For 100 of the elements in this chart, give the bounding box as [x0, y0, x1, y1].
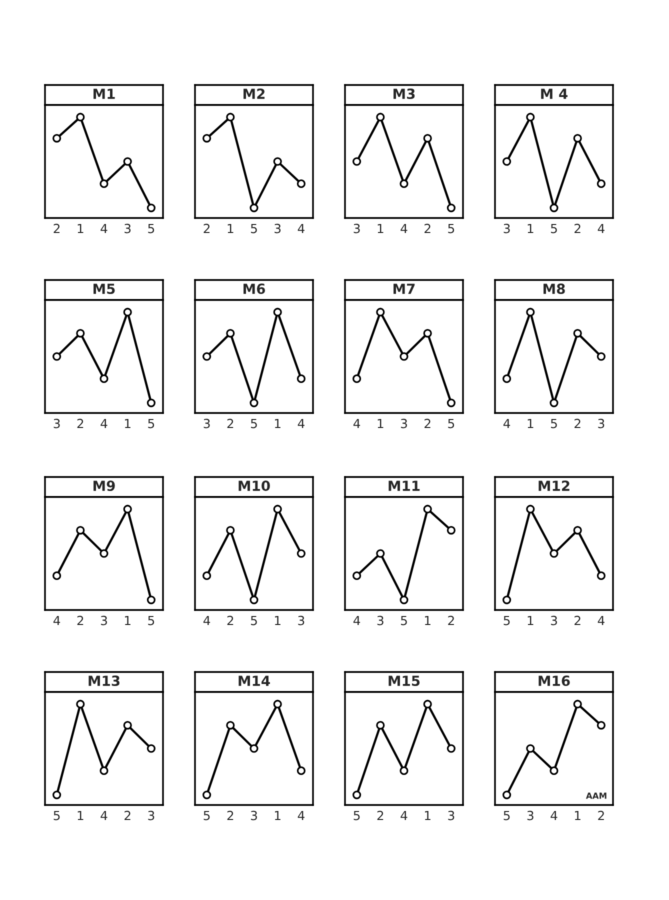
point [296, 549, 306, 558]
point [573, 700, 582, 708]
x-tick-label: 4 [400, 224, 408, 234]
chart-title: M5 [94, 284, 115, 294]
x-tick-label: 5 [250, 224, 257, 234]
x-tick-label: 1 [124, 616, 130, 626]
point [376, 549, 385, 558]
point [376, 308, 385, 316]
point [76, 526, 85, 535]
chart-title: M1 [94, 88, 115, 99]
point [423, 134, 432, 143]
point [202, 352, 212, 361]
chart-title: M9 [94, 480, 115, 492]
chart-title: M2 [244, 88, 265, 99]
x-tick-label: 4 [353, 616, 360, 626]
point [596, 352, 606, 361]
point [273, 700, 282, 708]
x-tick-label: 5 [148, 224, 154, 234]
point [573, 134, 582, 143]
point [352, 790, 362, 800]
point [202, 790, 212, 800]
point [296, 374, 306, 384]
x-tick-label: 4 [503, 418, 510, 428]
x-tick-label: 5 [550, 418, 557, 428]
point [550, 204, 558, 212]
chart-title: M 4 [541, 88, 568, 99]
point [446, 526, 456, 535]
point [52, 134, 62, 143]
chart-title: M12 [538, 480, 570, 491]
point [76, 112, 85, 122]
point [423, 504, 432, 514]
x-tick-label: 4 [53, 616, 60, 626]
x-tick-label: 5 [448, 418, 454, 428]
x-tick-label: 4 [400, 810, 408, 820]
x-tick-label: 5 [354, 810, 360, 820]
point [123, 308, 132, 316]
x-tick-label: 3 [54, 418, 60, 428]
point [100, 179, 108, 188]
point [526, 744, 535, 753]
x-tick-label: 2 [227, 616, 234, 626]
x-tick-label: 2 [424, 224, 430, 234]
point [146, 204, 156, 212]
point [352, 157, 362, 166]
chart-title: M14 [238, 676, 270, 686]
x-tick-label: 2 [77, 418, 84, 428]
point [52, 571, 62, 580]
point [202, 134, 212, 143]
x-tick-label: 4 [100, 810, 108, 820]
x-tick-label: 4 [100, 224, 108, 234]
x-tick-label: 3 [274, 224, 281, 234]
point [502, 790, 512, 800]
chart-title: M8 [544, 284, 565, 294]
point [250, 744, 258, 753]
point [352, 374, 362, 384]
x-tick-label: 5 [148, 616, 154, 626]
x-tick-label: 4 [298, 810, 304, 820]
point [123, 504, 132, 514]
point [400, 352, 408, 361]
x-tick-label: 3 [448, 810, 454, 820]
x-tick-label: 4 [203, 616, 210, 626]
x-tick-label: 1 [378, 224, 384, 234]
x-tick-label: 2 [77, 616, 84, 626]
point [400, 596, 408, 604]
point [502, 596, 512, 604]
point [550, 766, 558, 776]
point [376, 720, 385, 730]
point [400, 766, 408, 776]
x-tick-label: 3 [204, 418, 210, 428]
x-tick-label: 2 [574, 616, 580, 626]
point [550, 398, 558, 408]
point [526, 504, 535, 514]
point [550, 549, 558, 558]
point [226, 328, 235, 338]
x-tick-label: 3 [400, 418, 407, 428]
x-tick-label: 5 [550, 224, 557, 234]
x-tick-label: 1 [574, 810, 580, 820]
point [596, 720, 606, 730]
point [502, 374, 512, 384]
point [296, 766, 306, 776]
point [146, 398, 156, 408]
point [52, 352, 62, 361]
point [123, 720, 132, 730]
x-tick-label: 4 [100, 418, 108, 428]
x-tick-label: 3 [377, 616, 384, 626]
point [596, 179, 606, 188]
x-tick-label: 1 [528, 616, 534, 626]
x-tick-label: 3 [504, 224, 510, 234]
point [573, 526, 582, 535]
point [250, 204, 258, 212]
x-tick-label: 4 [598, 224, 604, 234]
point [446, 398, 456, 408]
x-tick-label: 3 [250, 810, 257, 820]
x-tick-label: 5 [250, 418, 257, 428]
point [202, 571, 212, 580]
x-tick-label: 4 [298, 224, 304, 234]
x-tick-label: 2 [574, 418, 580, 428]
point [226, 112, 235, 122]
x-tick-label: 2 [574, 224, 580, 234]
x-tick-label: 5 [504, 810, 510, 820]
x-tick-label: 2 [377, 810, 384, 820]
